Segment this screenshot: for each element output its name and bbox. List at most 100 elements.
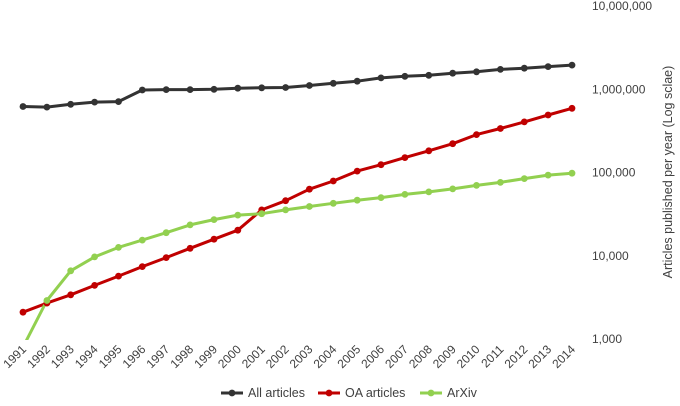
y-tick-label: 100,000 <box>592 166 636 180</box>
data-point-arxiv-2002 <box>282 206 289 214</box>
data-point-arxiv-1995 <box>115 244 122 251</box>
data-point-all-articles-1994 <box>91 98 98 106</box>
legend-label-arxiv: ArXiv <box>447 386 478 400</box>
data-point-oa-articles-1993 <box>67 291 75 299</box>
data-point-arxiv-2008 <box>425 188 433 196</box>
x-tick-label: 2013 <box>525 342 554 371</box>
x-tick-label: 2000 <box>215 342 244 371</box>
data-point-arxiv-1992 <box>43 297 51 304</box>
data-point-oa-articles-2007 <box>401 154 409 162</box>
x-tick-label: 2005 <box>335 342 364 371</box>
x-tick-label: 2008 <box>406 342 435 371</box>
data-point-all-articles-2001 <box>258 84 266 92</box>
data-point-arxiv-2007 <box>401 191 409 198</box>
legend-marker-all-articles <box>228 389 236 397</box>
x-tick-label: 1999 <box>191 342 220 371</box>
x-tick-label: 2004 <box>311 342 340 371</box>
data-point-arxiv-1998 <box>186 221 194 229</box>
data-point-oa-articles-2010 <box>473 131 480 139</box>
series-points <box>19 61 576 316</box>
data-point-arxiv-1999 <box>210 216 218 224</box>
x-tick-label: 1996 <box>120 342 149 371</box>
x-tick-label: 2001 <box>239 342 268 371</box>
data-point-arxiv-2011 <box>497 179 504 186</box>
x-tick-label: 1991 <box>0 342 29 371</box>
series-lines <box>22 63 573 340</box>
data-point-all-articles-2009 <box>449 69 457 77</box>
x-tick-label: 1995 <box>96 342 125 371</box>
data-point-all-articles-2011 <box>497 66 504 73</box>
data-point-arxiv-2005 <box>353 196 361 204</box>
x-tick-label: 2010 <box>454 342 483 371</box>
data-point-all-articles-2008 <box>425 71 433 79</box>
series-line-arxiv <box>24 171 573 340</box>
data-point-arxiv-1997 <box>162 229 170 237</box>
data-point-oa-articles-2006 <box>377 161 385 169</box>
data-point-oa-articles-1991 <box>19 308 27 316</box>
legend-label-oa-articles: OA articles <box>345 386 405 400</box>
legend: All articles OA articles ArXiv <box>221 386 478 400</box>
series-line-all-articles <box>22 63 573 109</box>
data-point-all-articles-1992 <box>43 103 51 111</box>
legend-label-all-articles: All articles <box>248 386 305 400</box>
x-tick-label: 1997 <box>144 342 173 371</box>
data-point-oa-articles-1997 <box>162 254 170 261</box>
x-tick-label: 2012 <box>502 342 531 371</box>
data-point-oa-articles-2009 <box>449 140 457 148</box>
series-line-oa-articles <box>22 106 573 314</box>
data-point-arxiv-2009 <box>449 185 457 193</box>
data-point-oa-articles-1994 <box>91 282 98 289</box>
data-point-oa-articles-2003 <box>306 185 313 193</box>
x-tick-label: 2002 <box>263 342 292 371</box>
data-point-oa-articles-1995 <box>115 272 122 280</box>
data-point-all-articles-2010 <box>473 68 480 76</box>
data-point-oa-articles-2008 <box>425 147 433 155</box>
data-point-arxiv-2012 <box>520 175 528 183</box>
x-tick-label: 2009 <box>430 342 459 371</box>
x-tick-label: 2014 <box>549 342 578 371</box>
data-point-arxiv-2014 <box>568 169 576 177</box>
data-point-all-articles-2000 <box>234 84 242 92</box>
data-point-arxiv-2013 <box>544 171 552 179</box>
x-tick-label: 2007 <box>382 342 411 371</box>
x-tick-label: 2011 <box>478 342 506 370</box>
data-point-all-articles-1997 <box>162 86 170 93</box>
data-point-oa-articles-2011 <box>497 125 504 132</box>
data-point-all-articles-2014 <box>568 61 576 69</box>
x-tick-label: 1994 <box>72 342 101 371</box>
data-point-all-articles-1993 <box>67 100 75 108</box>
data-point-oa-articles-1999 <box>210 235 218 243</box>
data-point-all-articles-2006 <box>377 74 385 82</box>
y-axis-tick-labels: 1,000 10,000 100,000 1,000,000 10,000,000 <box>592 0 652 346</box>
data-point-oa-articles-1998 <box>186 244 194 252</box>
y-axis-title: Articles published per year (Log sclae) <box>661 66 675 279</box>
x-axis-tick-labels: 1991199219931994199519961997199819992000… <box>0 342 578 371</box>
data-point-all-articles-1998 <box>186 86 194 93</box>
data-point-oa-articles-2004 <box>329 177 337 185</box>
data-point-oa-articles-2002 <box>282 197 289 205</box>
data-point-arxiv-2001 <box>258 210 266 218</box>
data-point-arxiv-2006 <box>377 194 385 202</box>
legend-marker-oa-articles <box>325 389 333 397</box>
x-tick-label: 2006 <box>358 342 387 371</box>
data-point-all-articles-2004 <box>329 79 337 87</box>
data-point-all-articles-2002 <box>282 84 289 91</box>
data-point-oa-articles-1996 <box>138 263 146 270</box>
data-point-oa-articles-2012 <box>520 118 528 126</box>
x-tick-label: 1998 <box>167 342 196 371</box>
data-point-arxiv-1993 <box>67 267 75 275</box>
data-point-oa-articles-2005 <box>353 167 361 175</box>
data-point-all-articles-2012 <box>520 64 528 72</box>
y-tick-label: 10,000,000 <box>592 0 652 13</box>
data-point-all-articles-2013 <box>544 63 552 70</box>
data-point-all-articles-2003 <box>306 82 313 89</box>
data-point-oa-articles-2013 <box>544 111 552 119</box>
data-point-all-articles-2007 <box>401 72 409 80</box>
data-point-arxiv-2000 <box>234 211 242 219</box>
legend-marker-arxiv <box>427 389 435 397</box>
data-point-all-articles-1995 <box>115 98 122 105</box>
y-tick-label: 1,000 <box>592 332 622 346</box>
data-point-arxiv-2004 <box>329 199 337 207</box>
data-point-oa-articles-2000 <box>234 226 242 234</box>
